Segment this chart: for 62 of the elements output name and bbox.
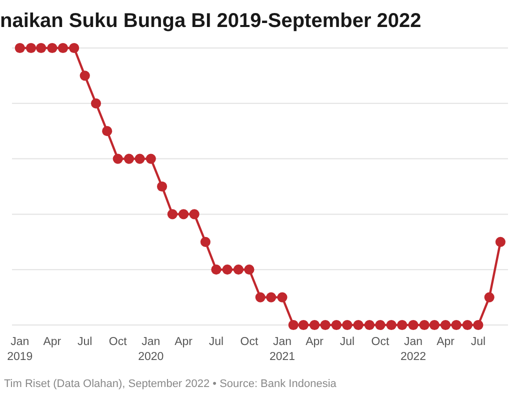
point <box>90 98 102 108</box>
point <box>69 42 80 54</box>
point <box>36 42 46 54</box>
point <box>200 236 210 247</box>
point <box>102 126 112 136</box>
x-tick-label: Oct <box>371 336 390 348</box>
point <box>14 42 25 54</box>
x-tick-label: Jul <box>340 336 355 348</box>
point <box>364 320 375 330</box>
point <box>342 320 352 330</box>
point <box>233 264 244 275</box>
x-tick-label: Jan 2022 <box>400 336 426 363</box>
point <box>495 236 506 247</box>
point <box>134 154 145 164</box>
point <box>167 209 178 220</box>
point <box>47 42 58 54</box>
point <box>408 320 418 330</box>
x-tick-label: Jan 2020 <box>138 336 164 363</box>
point <box>331 320 342 330</box>
x-tick-label: Jan 2019 <box>7 336 33 363</box>
point <box>429 320 440 330</box>
point <box>244 264 254 275</box>
x-tick-label: Jul <box>78 336 92 348</box>
point <box>419 320 430 330</box>
text: Tim Riset (Data Olahan), September 2022 • Source: Bank Indonesia <box>4 378 338 390</box>
point <box>473 320 484 330</box>
x-tick-label: Apr <box>306 336 324 348</box>
point <box>112 154 123 164</box>
point <box>353 320 364 330</box>
x-tick-label: Oct <box>108 336 128 348</box>
point <box>222 264 232 275</box>
point <box>440 320 451 330</box>
x-tick-label: Apr <box>436 336 455 348</box>
x-tick-label: Jan 2021 <box>269 336 296 363</box>
point <box>266 292 276 302</box>
point <box>146 154 156 164</box>
point <box>124 154 134 164</box>
point <box>58 42 68 54</box>
point <box>298 320 308 330</box>
point <box>375 320 386 330</box>
x-tick-label: Jul <box>470 336 486 348</box>
point <box>26 42 36 54</box>
point <box>178 209 189 220</box>
x-tick-label: Apr <box>174 336 193 348</box>
point <box>484 292 494 302</box>
point <box>288 320 298 330</box>
chart-title: naikan Suku Bunga BI 2019-September 2022 <box>0 10 422 32</box>
x-tick-label: Jul <box>208 336 224 348</box>
point <box>80 70 90 81</box>
x-tick-label: Apr <box>43 336 62 348</box>
point <box>255 292 266 302</box>
point <box>451 320 462 330</box>
point <box>156 181 168 192</box>
point <box>320 320 330 330</box>
point <box>386 320 396 330</box>
point <box>397 320 408 330</box>
point <box>189 209 200 220</box>
point <box>211 264 222 275</box>
point <box>310 320 320 330</box>
x-tick-label: Oct <box>240 336 259 348</box>
point <box>462 320 472 330</box>
point <box>277 292 288 302</box>
